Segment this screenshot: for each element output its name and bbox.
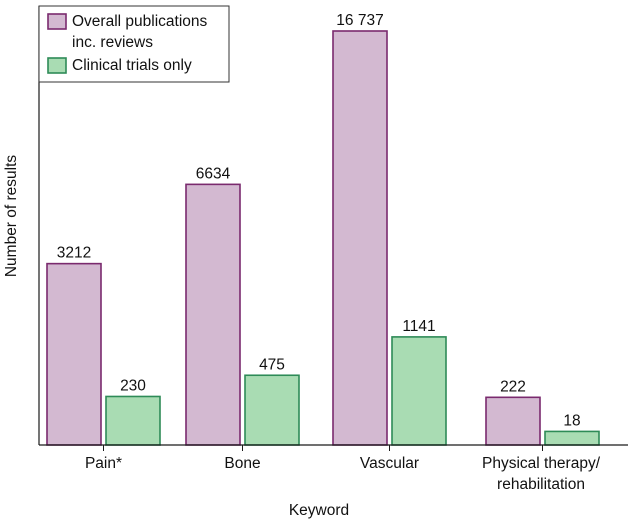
x-tick-label: Physical therapy/	[482, 455, 601, 472]
bar-value-label: 18	[563, 412, 580, 429]
bar-value-label: 222	[500, 378, 526, 395]
bar-clinical-2	[391, 336, 447, 446]
legend-frame	[38, 5, 230, 83]
bar-overall-0	[46, 262, 102, 446]
bars-layer	[46, 30, 600, 446]
x-axis-ticks	[103, 445, 543, 451]
bar-value-label: 6634	[196, 165, 231, 182]
x-tick-label: Vascular	[360, 455, 419, 472]
x-tick-label: rehabilitation	[497, 476, 585, 493]
x-axis-label: Keyword	[289, 502, 349, 519]
legend-label: inc. reviews	[72, 34, 153, 51]
legend-label: Overall publications	[72, 13, 208, 30]
bar-value-label: 16 737	[336, 12, 383, 29]
bar-overall-2	[332, 30, 388, 446]
x-tick-label: Pain*	[85, 455, 122, 472]
bar-value-label: 1141	[402, 318, 435, 335]
bar-overall-3	[485, 396, 541, 446]
x-tick-labels: Pain* Bone Vascular Physical therapy/rehabi…	[85, 455, 601, 493]
legend: Overall publications inc. reviews Clinical…	[38, 5, 230, 83]
legend-swatch-clinical	[47, 57, 67, 74]
x-tick-label: Bone	[224, 455, 260, 472]
legend-label: Clinical trials only	[72, 57, 192, 74]
y-axis-label: Number of results	[3, 155, 20, 278]
bar-clinical-1	[244, 374, 300, 446]
bar-overall-1	[185, 183, 241, 446]
bar-value-label: 230	[120, 377, 146, 394]
bar-value-label: 3212	[57, 245, 91, 262]
bar-clinical-3	[544, 430, 600, 446]
bar-value-label: 475	[259, 356, 285, 373]
legend-swatch-overall	[47, 13, 67, 30]
bar-labels-layer: 3212 230 6634 475 16 737 1141 222 18	[57, 12, 581, 429]
bar-clinical-0	[105, 395, 161, 446]
